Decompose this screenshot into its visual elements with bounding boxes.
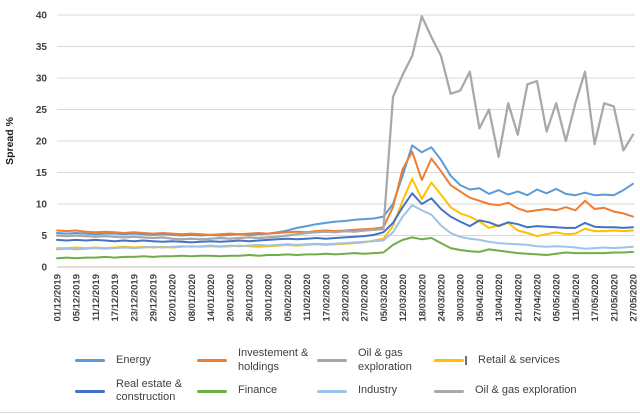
legend-item-real-estate-construction-4: Real estate & construction (75, 378, 197, 406)
legend-item-energy-0: Energy (75, 348, 197, 374)
x-tick-label: 27/05/2020 (629, 274, 640, 322)
x-tick-label: 05/02/2020 (283, 274, 294, 322)
x-tick-label: 27/02/2020 (360, 274, 371, 322)
series-line-industry-6 (56, 204, 634, 251)
series-line-real-estate-construction-4 (56, 192, 634, 244)
x-tick-label: 13/04/2020 (494, 274, 505, 322)
series-line-oil-gas-exploration-7 (55, 15, 635, 241)
legend-swatch-investement-holdings-icon (197, 359, 227, 363)
legend-label: Real estate & construction (116, 377, 183, 404)
x-tick-label: 02/01/2020 (168, 274, 179, 322)
legend-item-investement-holdings-1: Investement & holdings (197, 347, 317, 375)
x-tick-label: 23/02/2020 (341, 274, 352, 322)
x-tick-label: 11/02/2020 (302, 274, 313, 321)
figure-bottom-divider (0, 412, 640, 413)
y-tick-label-0: 0 (41, 263, 47, 274)
x-tick-label: 20/01/2020 (225, 274, 236, 322)
y-tick-labels: 0 5 10 15 20 25 30 35 40 (36, 11, 48, 274)
y-tick-label-15: 15 (36, 168, 48, 179)
legend-swatch-finance-icon (197, 389, 227, 393)
x-tick-label: 12/03/2020 (398, 274, 409, 322)
legend-swatch-energy-icon (75, 359, 105, 363)
x-tick-label: 27/04/2020 (533, 274, 544, 322)
x-tick-label: 14/01/2020 (206, 274, 217, 322)
legend-swatch-industry-icon (317, 389, 347, 393)
y-tick-label-5: 5 (41, 231, 47, 242)
y-tick-label-30: 30 (36, 74, 48, 85)
x-tick-label: 30/01/2020 (264, 274, 275, 322)
series-line-finance-5 (56, 236, 634, 260)
x-tick-label: 29/12/2019 (149, 274, 160, 322)
legend-label: Oil & gas exploration (358, 347, 412, 373)
legend-label: Energy (116, 353, 151, 366)
x-tick-label: 21/05/2020 (609, 274, 620, 322)
x-tick-label: 23/12/2019 (129, 274, 140, 322)
y-tick-label-40: 40 (36, 11, 48, 22)
x-tick-label: 21/04/2020 (513, 274, 524, 322)
y-tick-label-35: 35 (36, 42, 48, 53)
y-tick-label-25: 25 (36, 105, 48, 116)
legend-marker-cap-icon (465, 356, 467, 366)
legend-swatch-real-estate-construction-icon (75, 389, 105, 393)
x-tick-label: 17/02/2020 (321, 274, 332, 322)
legend-item-oil-gas-exploration-2: Oil & gas exploration (317, 347, 434, 375)
chart-legend: Energy Investement & holdings Oil & gas ex… (75, 347, 635, 405)
legend-label: Industry (358, 384, 398, 397)
legend-item-finance-5: Finance (197, 378, 317, 404)
series-line-energy-0 (56, 144, 634, 237)
x-tick-label: 05/04/2020 (475, 274, 486, 322)
legend-item-industry-6: Industry (317, 378, 434, 404)
x-tick-label: 11/12/2019 (91, 274, 102, 321)
legend-swatch-retail-services-icon (434, 359, 464, 363)
x-tick-label: 26/01/2020 (245, 274, 256, 322)
x-tick-label: 24/03/2020 (437, 274, 448, 322)
chart-plot-area: 0 5 10 15 20 25 30 35 40 01/12/2019 05/12/2019 11/1… (4, 11, 640, 322)
legend-swatch-oil-gas-exploration-icon (317, 359, 347, 363)
x-tick-label: 17/12/2019 (110, 274, 121, 322)
y-tick-label-10: 10 (36, 200, 48, 211)
legend-item-retail-services-3: Retail & services (434, 348, 635, 374)
x-tick-label: 05/03/2020 (379, 274, 390, 322)
legend-swatch-oil-gas-exploration-icon (434, 389, 464, 393)
x-tick-label: 05/12/2019 (72, 274, 83, 322)
legend-label: Oil & gas exploration (475, 384, 577, 397)
legend-label: Investement & holdings (238, 347, 309, 373)
series-lines (55, 15, 635, 260)
x-tick-label: 08/01/2020 (187, 274, 198, 322)
y-axis-title: Spread % (4, 116, 16, 165)
legend-label: Retail & services (478, 353, 560, 366)
legend-item-oil-gas-exploration-7: Oil & gas exploration (434, 378, 635, 404)
legend-label: Finance (238, 384, 278, 397)
x-tick-label: 11/05/2020 (571, 274, 582, 321)
y-gridlines (57, 14, 635, 236)
x-tick-label: 05/05/2020 (552, 274, 563, 322)
x-tick-label: 17/05/2020 (590, 274, 601, 322)
x-tick-label: 30/03/2020 (456, 274, 467, 322)
y-tick-label-20: 20 (36, 137, 48, 148)
x-tick-label: 18/03/2020 (417, 274, 428, 322)
x-tick-label: 01/12/2019 (53, 274, 64, 322)
x-tick-labels: 01/12/2019 05/12/2019 11/12/2019 17/12/2019… (53, 274, 640, 322)
